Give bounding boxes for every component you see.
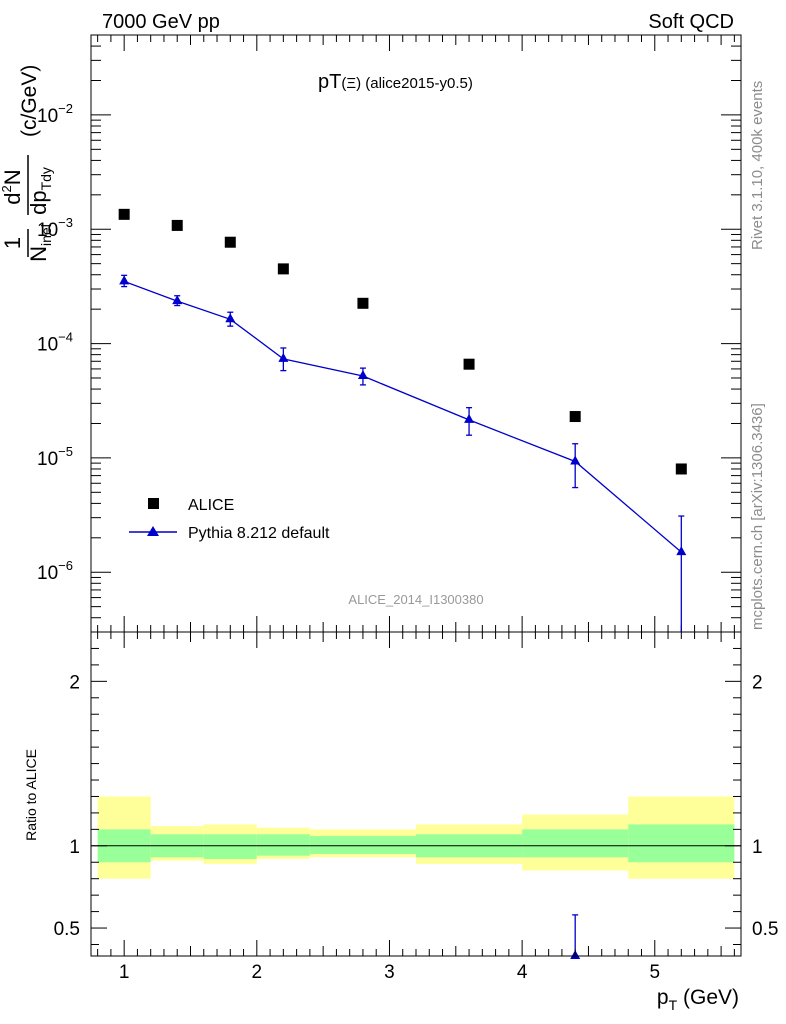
- ratio-panel: 0.5 0.5 1 1 2 2 1 2 3 4 5 Ratio to ALICE pT (GeV): [23, 631, 778, 1013]
- x-tick-label: 1: [119, 962, 130, 983]
- svg-text:d2N: d2N: [0, 169, 25, 204]
- alice-point: [224, 236, 236, 248]
- pythia-point: [119, 275, 130, 285]
- ratio-y-axis-label: Ratio to ALICE: [23, 749, 39, 841]
- main-y-axis-label: 1 Ninel d2N dpTdy (c/GeV): [0, 65, 54, 262]
- y-tick-label-left: 1: [69, 837, 80, 858]
- y-tick-label-left: 0.5: [54, 919, 80, 940]
- main-panel-frame: [90, 34, 742, 633]
- main-x-axis: [97, 35, 735, 632]
- alice-point: [569, 411, 581, 423]
- y-tick-label-right: 2: [752, 672, 763, 693]
- pythia-point: [172, 295, 183, 305]
- y-tick-label-right: 0.5: [752, 919, 778, 940]
- x-axis-label: pT (GeV): [657, 986, 739, 1013]
- header-left: 7000 GeV pp: [102, 11, 220, 33]
- alice-point: [118, 208, 130, 220]
- y-tick-label: 10−2: [37, 101, 73, 127]
- main-series: [118, 208, 687, 632]
- main-panel: pT(Ξ) (alice2015-y0.5) ALICE_2014_I13003…: [0, 34, 742, 633]
- svg-text:dpTdy: dpTdy: [26, 167, 54, 215]
- svg-text:1: 1: [0, 237, 25, 249]
- uncertainty-band-inner: [256, 834, 310, 856]
- pythia-point: [278, 352, 289, 362]
- main-y-axis: 10−2 10−3 10−4 10−5 10−6: [37, 34, 741, 633]
- y-tick-label: 10−4: [37, 330, 73, 356]
- y-tick-label-right: 1: [752, 837, 763, 858]
- analysis-watermark: ALICE_2014_I1300380: [348, 592, 483, 607]
- legend-marker-pythia: [147, 526, 159, 536]
- uncertainty-band-inner: [522, 829, 629, 858]
- rivet-label: Rivet 3.1.10, 400k events: [749, 81, 766, 250]
- uncertainty-band-inner: [309, 835, 416, 855]
- ratio-bands: [97, 796, 735, 879]
- svg-text:(c/GeV): (c/GeV): [18, 65, 41, 137]
- x-tick-label: 3: [384, 962, 395, 983]
- x-tick-label: 4: [517, 962, 528, 983]
- uncertainty-band-inner: [203, 834, 257, 859]
- legend-label-pythia: Pythia 8.212 default: [188, 525, 330, 542]
- alice-point: [171, 219, 183, 231]
- mcplots-label: mcplots.cern.ch [arXiv:1306.3436]: [749, 403, 766, 630]
- legend-label-alice: ALICE: [188, 497, 234, 514]
- x-tick-label: 5: [649, 962, 660, 983]
- y-tick-label: 10−6: [37, 558, 73, 584]
- alice-point: [277, 263, 289, 275]
- pythia-point: [225, 313, 236, 323]
- x-tick-label: 2: [252, 962, 263, 983]
- legend: ALICE Pythia 8.212 default: [129, 497, 330, 542]
- svg-text:Ninel: Ninel: [26, 224, 54, 262]
- legend-marker-alice: [148, 498, 159, 509]
- pythia-point: [676, 546, 687, 556]
- alice-point: [675, 463, 687, 475]
- uncertainty-band-inner: [628, 824, 735, 863]
- y-tick-label: 10−3: [37, 215, 73, 241]
- alice-point: [357, 297, 369, 309]
- y-tick-label-left: 2: [69, 672, 80, 693]
- alice-point: [463, 358, 475, 370]
- plot-title: pT(Ξ) (alice2015-y0.5): [318, 71, 473, 93]
- y-tick-label: 10−5: [37, 444, 73, 470]
- header-right: Soft QCD: [648, 11, 734, 33]
- pythia-line: [123, 280, 682, 553]
- pythia-point: [570, 455, 581, 465]
- ratio-panel-frame: [90, 631, 742, 957]
- ratio-x-axis: 1 2 3 4 5: [97, 632, 735, 983]
- pythia-point: [357, 370, 368, 380]
- pythia-point: [464, 413, 475, 423]
- ratio-y-axis: 0.5 0.5 1 1 2 2: [54, 647, 778, 945]
